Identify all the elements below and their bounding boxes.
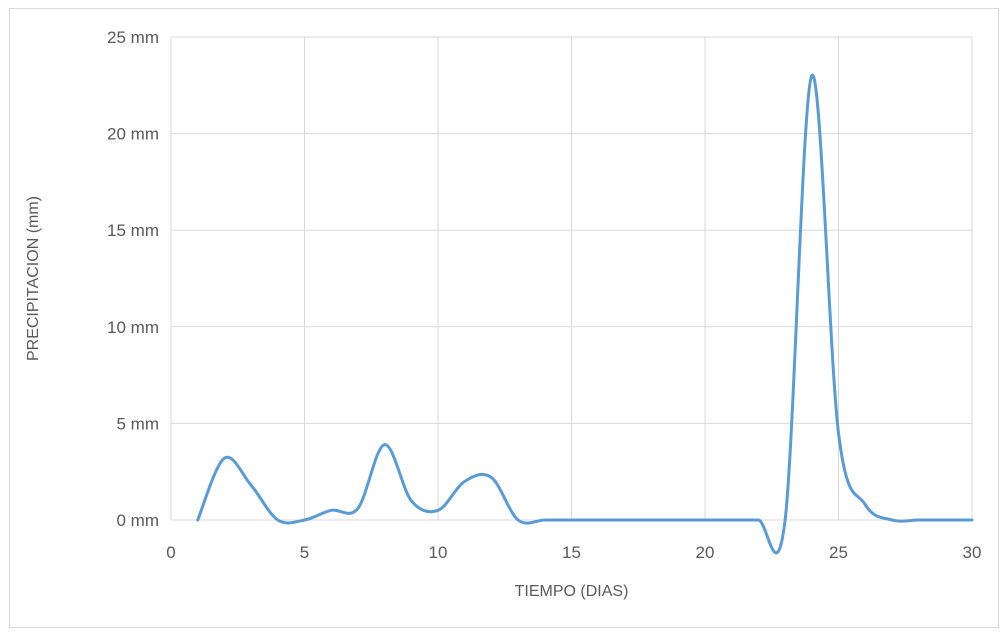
- x-axis-title: TIEMPO (DIAS): [515, 583, 629, 600]
- y-tick-label: 10 mm: [107, 318, 159, 337]
- series-layer: [196, 74, 974, 555]
- y-tick-label: 5 mm: [117, 414, 160, 433]
- chart-area: 0 mm 5 mm 10 mm 15 mm 20 mm 25 mm 0 5 10 15 20 25 30…: [9, 8, 999, 628]
- x-tick-label: 10: [429, 543, 448, 562]
- x-tick-label: 25: [829, 543, 848, 562]
- y-tick-label: 15 mm: [107, 221, 159, 240]
- y-axis-title: PRECIPITACION (mm): [25, 196, 42, 361]
- x-tick-label: 30: [963, 543, 982, 562]
- tick-labels: 0 mm 5 mm 10 mm 15 mm 20 mm 25 mm 0 5 10 15 20 25 30: [107, 28, 981, 562]
- gridlines: [170, 36, 973, 520]
- x-tick-label: 15: [562, 543, 581, 562]
- y-tick-label: 20 mm: [107, 125, 159, 144]
- x-tick-label: 20: [696, 543, 715, 562]
- line-chart: 0 mm 5 mm 10 mm 15 mm 20 mm 25 mm 0 5 10 15 20 25 30…: [25, 28, 981, 600]
- series-line: [196, 74, 974, 555]
- x-tick-label: 5: [300, 543, 309, 562]
- y-tick-label: 25 mm: [107, 28, 159, 47]
- x-tick-label: 0: [166, 543, 175, 562]
- y-tick-label: 0 mm: [117, 511, 160, 530]
